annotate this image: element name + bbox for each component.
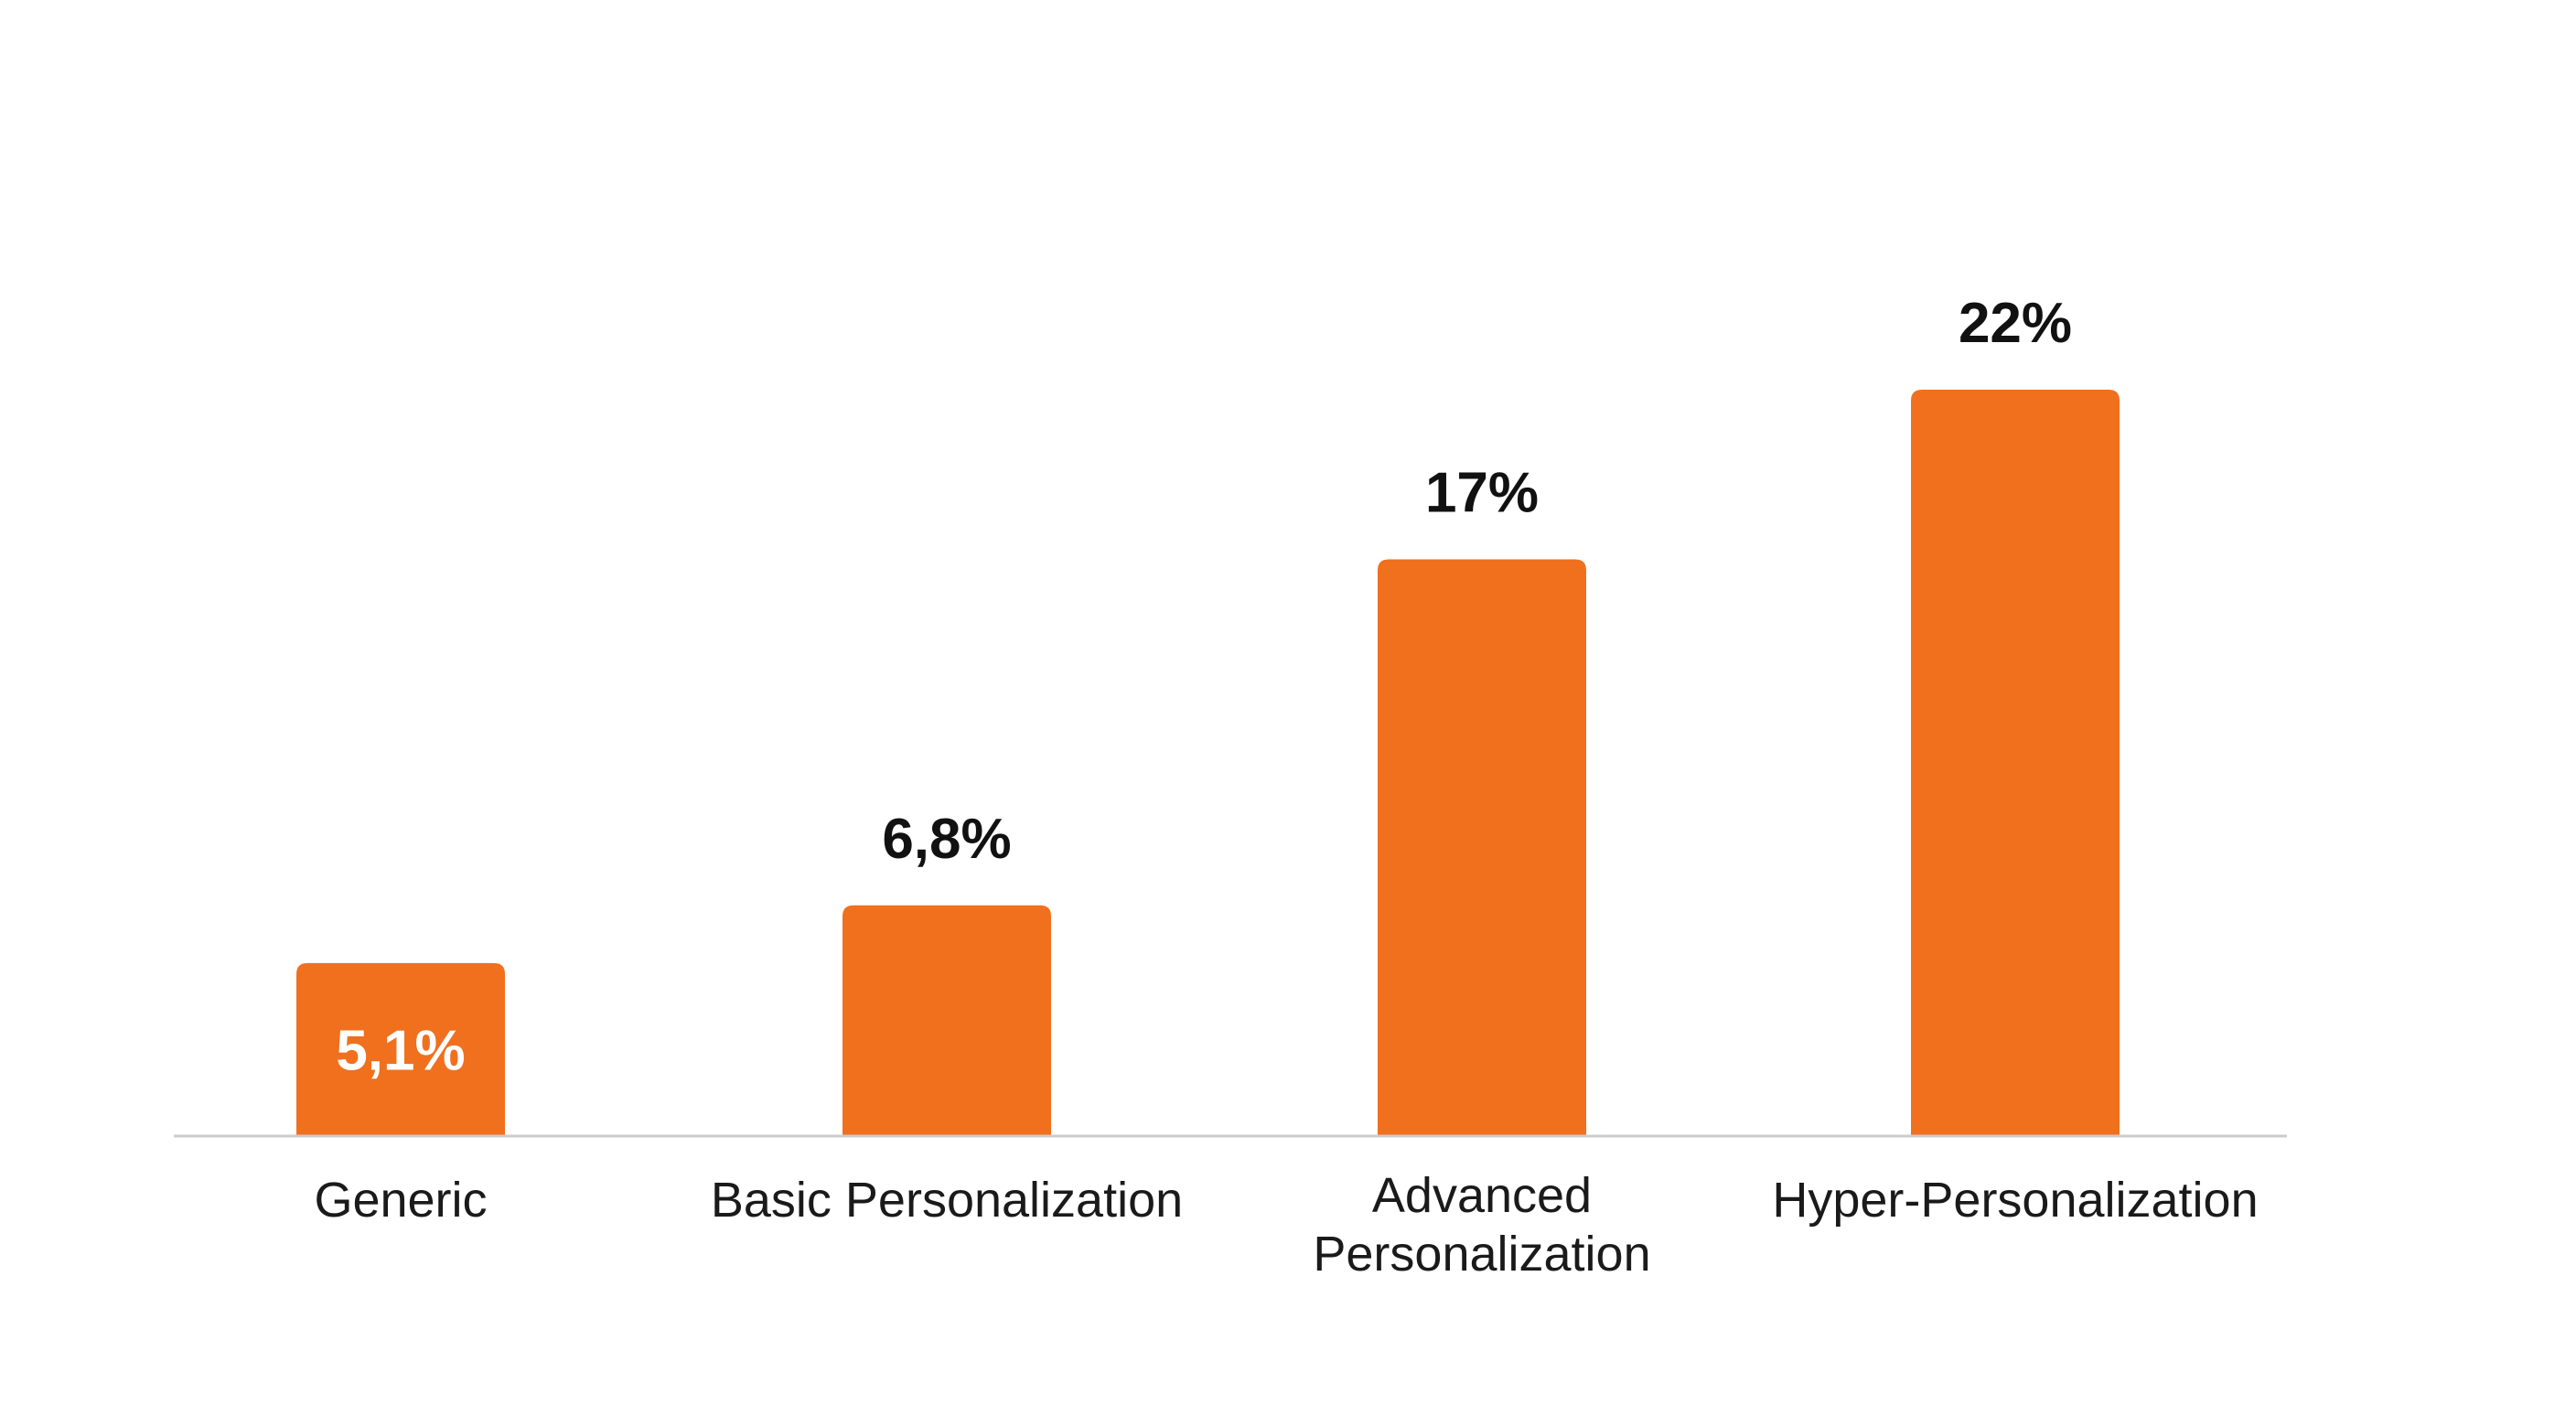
category-label-2-line-1: Personalization: [1313, 1227, 1650, 1282]
category-label-1: Basic Personalization: [711, 1173, 1183, 1228]
value-label-0: 5,1%: [336, 1019, 465, 1082]
category-label-2: Advanced Personalization: [1313, 1168, 1650, 1282]
category-label-3-line-0: Hyper-Personalization: [1772, 1173, 2258, 1228]
category-label-3: Hyper-Personalization: [1772, 1173, 2258, 1228]
bars-group: [296, 390, 2120, 1136]
category-label-1-line-0: Basic Personalization: [711, 1173, 1183, 1228]
bar-2: [1378, 559, 1586, 1136]
category-label-2-line-0: Advanced: [1372, 1168, 1592, 1223]
category-label-0-line-0: Generic: [314, 1173, 487, 1228]
category-labels-group: Generic Basic Personalization Advanced Pers…: [314, 1168, 2258, 1282]
value-label-1: 6,8%: [882, 808, 1011, 871]
value-label-3: 22%: [1959, 292, 2072, 355]
bar-0: [296, 962, 505, 1136]
value-labels-group: 5,1% 6,8% 17% 22%: [336, 292, 2072, 1082]
bar-1: [843, 905, 1051, 1136]
bar-3: [1911, 390, 2120, 1136]
category-label-0: Generic: [314, 1173, 487, 1228]
value-label-2: 17%: [1425, 461, 1539, 524]
